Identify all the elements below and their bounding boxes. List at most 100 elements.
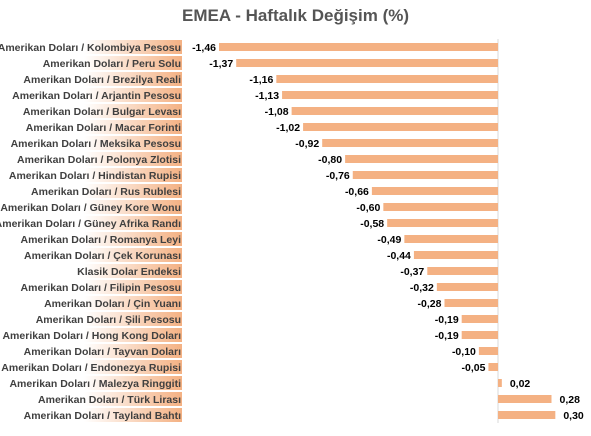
value-label: -0,05 — [462, 362, 486, 374]
value-label: 0,02 — [510, 378, 531, 390]
category-label-bg — [4, 344, 182, 358]
category-label-bg — [4, 216, 182, 230]
bar — [461, 331, 498, 339]
bar — [413, 251, 498, 259]
category-label: Amerikan Doları / Çin Yuanı — [44, 298, 181, 310]
value-label: -1,46 — [192, 42, 216, 54]
category-label-bg — [4, 152, 182, 166]
value-label: -0,76 — [326, 170, 350, 182]
bar — [276, 75, 498, 83]
bar — [436, 283, 498, 291]
category-label-bg — [4, 200, 182, 214]
category-label: Amerikan Doları / Meksika Pesosu — [11, 138, 181, 150]
category-label: Amerikan Doları / Polonya Zlotisi — [17, 154, 181, 166]
category-label: Amerikan Doları / Hindistan Rupisi — [9, 170, 181, 182]
category-label-bg — [4, 312, 182, 326]
value-label: -1,08 — [265, 106, 289, 118]
value-label: -0,19 — [435, 314, 459, 326]
value-label: -0,60 — [356, 202, 380, 214]
bar — [345, 155, 498, 163]
category-label: Amerikan Doları / Endonezya Rupisi — [1, 362, 181, 374]
value-label: -0,28 — [418, 298, 442, 310]
category-label-bg — [4, 88, 182, 102]
value-labels: -1,46 -1,37 -1,16 -1,13 -1,08 -1,02 -0,92 -0,80… — [192, 42, 584, 422]
category-label: Amerikan Doları / Tayland Bahtı — [24, 410, 181, 422]
bar — [478, 347, 498, 355]
value-label: -0,19 — [435, 330, 459, 342]
value-label: -0,66 — [345, 186, 369, 198]
value-label: -0,49 — [377, 234, 401, 246]
bar — [427, 267, 498, 275]
value-label: -0,80 — [318, 154, 342, 166]
category-label: Amerikan Doları / Türk Lirası — [38, 394, 181, 406]
category-label: Amerikan Doları / Macar Forinti — [26, 122, 181, 134]
category-label-bg — [4, 360, 182, 374]
category-label-bg — [4, 248, 182, 262]
category-label: Amerikan Doları / Rus Rublesi — [31, 186, 181, 198]
category-label-bg — [4, 104, 182, 118]
bar — [498, 411, 556, 419]
category-label-bg — [4, 408, 182, 422]
category-label-bg — [4, 232, 182, 246]
category-label: Amerikan Doları / Tayvan Doları — [24, 346, 181, 358]
category-label: Amerikan Doları / Romanya Leyi — [21, 234, 182, 246]
chart-title: EMEA - Haftalık Değişim (%) — [181, 6, 410, 25]
category-label: Amerikan Doları / Bulgar Levası — [23, 106, 181, 118]
category-label: Amerikan Doları / Güney Afrika Randı — [0, 218, 181, 230]
value-label: -0,32 — [410, 282, 434, 294]
category-label-bg — [4, 392, 182, 406]
category-label: Amerikan Doları / Filipin Pesosu — [21, 282, 181, 294]
value-label: -0,44 — [387, 250, 411, 262]
category-label: Amerikan Doları / Arjantin Pesosu — [12, 90, 181, 102]
category-label-bg — [4, 264, 182, 278]
bars — [219, 43, 556, 419]
category-label-bg — [4, 184, 182, 198]
category-label-bg — [4, 136, 182, 150]
bar — [461, 315, 498, 323]
value-label: 0,28 — [560, 394, 581, 406]
value-label: -1,02 — [276, 122, 300, 134]
bar — [498, 379, 502, 387]
category-label: Amerikan Doları / Şili Pesosu — [36, 314, 181, 326]
category-label: Amerikan Doları / Çek Korunası — [24, 250, 181, 262]
category-label-bg — [4, 280, 182, 294]
value-label: 0,30 — [563, 410, 584, 422]
bar — [282, 91, 498, 99]
category-label: Amerikan Doları / Güney Kore Wonu — [0, 202, 181, 214]
bar — [444, 299, 498, 307]
value-label: -0,37 — [400, 266, 424, 278]
category-label: Amerikan Doları / Kolombiya Pesosu — [0, 42, 181, 54]
category-label: Klasik Dolar Endeksi — [77, 266, 181, 278]
value-label: -0,10 — [452, 346, 476, 358]
value-label: -1,13 — [255, 90, 279, 102]
bar — [404, 235, 498, 243]
category-label-bg — [4, 296, 182, 310]
bar — [291, 107, 498, 115]
category-label-bg — [4, 168, 182, 182]
bar — [387, 219, 498, 227]
category-label: Amerikan Doları / Brezilya Reali — [23, 74, 181, 86]
value-label: -1,16 — [249, 74, 273, 86]
category-label-bg — [4, 120, 182, 134]
bar — [236, 59, 499, 67]
bar — [498, 395, 552, 403]
category-label-bg — [4, 376, 182, 390]
category-labels: Amerikan Doları / Kolombiya Pesosu Amerik… — [0, 42, 181, 422]
category-label-bg — [4, 328, 182, 342]
bar — [303, 123, 498, 131]
category-label-backgrounds — [4, 40, 182, 422]
category-label-bg — [4, 72, 182, 86]
bar — [383, 203, 498, 211]
category-label-bg — [4, 56, 182, 70]
value-label: -0,58 — [360, 218, 384, 230]
bar — [488, 363, 498, 371]
category-label-bg — [4, 40, 182, 54]
category-label: Amerikan Doları / Hong Kong Doları — [2, 330, 181, 342]
category-label: Amerikan Doları / Peru Solu — [43, 58, 181, 70]
category-label: Amerikan Doları / Malezya Ringgiti — [9, 378, 181, 390]
bar — [219, 43, 498, 51]
value-label: -0,92 — [295, 138, 319, 150]
bar — [322, 139, 498, 147]
bar — [371, 187, 498, 195]
